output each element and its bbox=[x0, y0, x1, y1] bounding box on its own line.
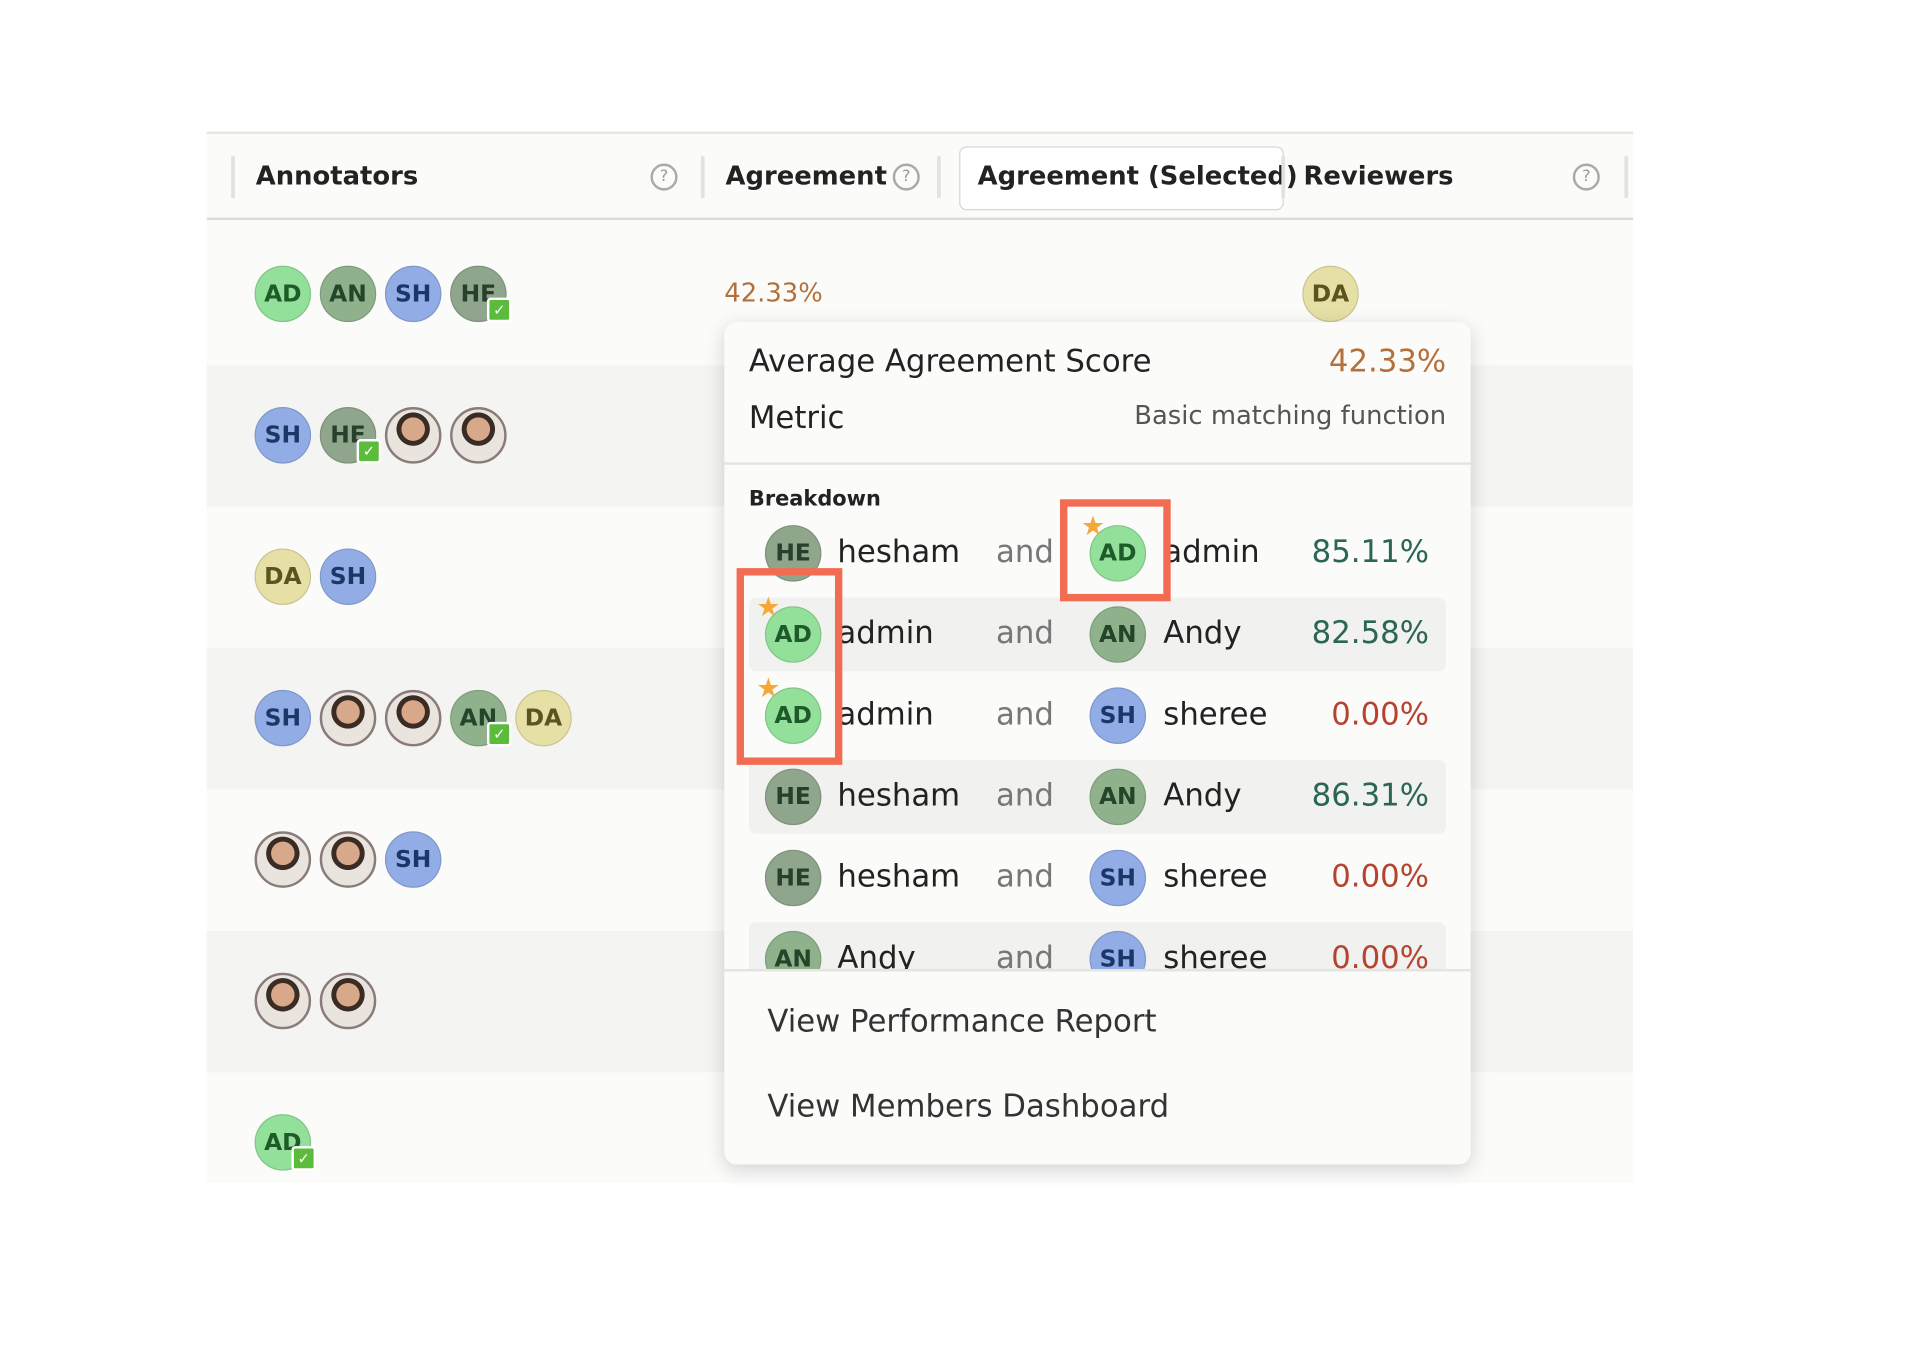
avatar: AD bbox=[764, 606, 822, 663]
annotator-name: Andy bbox=[837, 939, 916, 972]
avatar-photo bbox=[319, 831, 377, 888]
column-separator bbox=[1281, 156, 1286, 198]
column-separator bbox=[700, 156, 705, 198]
column-header[interactable]: Annotators bbox=[255, 161, 419, 191]
avatar: AD bbox=[254, 265, 312, 323]
column-header[interactable]: Agreement bbox=[725, 161, 887, 191]
joiner-text: and bbox=[996, 858, 1054, 894]
column-header[interactable]: Reviewers bbox=[1303, 161, 1454, 191]
avatar: DA bbox=[515, 689, 572, 747]
avatar-photo bbox=[450, 407, 507, 464]
avatar-photo bbox=[384, 407, 442, 464]
avatar: DA bbox=[1302, 265, 1359, 323]
star-icon: ★ bbox=[756, 592, 781, 624]
highlight-box bbox=[1060, 499, 1171, 602]
breakdown-row: AD ★ admin and AN Andy 82.58% bbox=[748, 593, 1447, 672]
breakdown-row: HE hesham and AN Andy 86.31% bbox=[748, 759, 1447, 834]
annotator-name: admin bbox=[837, 696, 934, 732]
breakdown-row: HE hesham and SH sheree 0.00% bbox=[749, 841, 1446, 915]
annotator-name: sheree bbox=[1163, 858, 1268, 894]
joiner-text: and bbox=[996, 614, 1054, 651]
avatar: HE bbox=[764, 768, 822, 826]
help-icon[interactable]: ? bbox=[892, 163, 920, 191]
avatar-photo bbox=[254, 831, 312, 888]
avatar: SH bbox=[1089, 849, 1147, 907]
action-link[interactable]: View Performance Report bbox=[767, 1003, 1157, 1040]
avatar: AN bbox=[319, 265, 377, 323]
column-separator bbox=[1624, 156, 1629, 198]
joiner-text: and bbox=[996, 533, 1054, 570]
agreement-popover: Average Agreement Score 42.33% Metric Ba… bbox=[724, 322, 1471, 1165]
joiner-text: and bbox=[996, 939, 1054, 972]
annotator-name: admin bbox=[1163, 533, 1260, 570]
annotator-name: Andy bbox=[1163, 614, 1242, 651]
check-badge: ✓ bbox=[291, 1146, 317, 1171]
avatar: SH bbox=[384, 265, 442, 323]
table-row[interactable]: SH bbox=[207, 789, 1633, 930]
column-separator bbox=[231, 156, 235, 198]
column-separator bbox=[937, 156, 941, 198]
star-icon: ★ bbox=[756, 673, 781, 705]
table-row[interactable]: AD AN SH HE ✓ 42.33% DA bbox=[207, 224, 1633, 365]
table-header: Annotators? Agreement? Agreement (Selected… bbox=[206, 134, 1634, 221]
annotator-name: hesham bbox=[837, 777, 961, 813]
pair-score: 0.00% bbox=[1331, 696, 1429, 732]
avatar: SH bbox=[1089, 930, 1147, 970]
avatar: SH bbox=[384, 831, 442, 888]
avatar: AN bbox=[1089, 768, 1147, 826]
avatar: AN bbox=[1089, 606, 1147, 663]
breakdown-row: AD ★ admin and SH sheree 0.00% bbox=[749, 674, 1446, 753]
annotator-name: hesham bbox=[837, 533, 961, 570]
pair-score: 0.00% bbox=[1331, 939, 1429, 972]
check-badge: ✓ bbox=[486, 297, 512, 323]
check-badge: ✓ bbox=[486, 721, 512, 747]
avatar: HE bbox=[764, 849, 822, 907]
table-row[interactable]: AD ✓ bbox=[207, 1072, 1633, 1183]
pair-score: 82.58% bbox=[1311, 614, 1429, 651]
check-badge: ✓ bbox=[356, 439, 382, 464]
avatar-photo bbox=[384, 689, 442, 747]
agreement-value[interactable]: 42.33% bbox=[724, 277, 823, 308]
annotator-name: sheree bbox=[1163, 939, 1268, 972]
joiner-text: and bbox=[996, 696, 1054, 732]
metric-value: Basic matching function bbox=[1134, 400, 1447, 431]
metric-label: Metric bbox=[748, 399, 845, 436]
avatar: AD bbox=[1089, 525, 1147, 582]
help-icon[interactable]: ? bbox=[1572, 163, 1600, 191]
annotator-name: Andy bbox=[1163, 777, 1242, 813]
avatar: AD bbox=[764, 687, 822, 744]
column-header[interactable]: Agreement (Selected) bbox=[977, 161, 1298, 191]
avatar-photo bbox=[254, 972, 312, 1030]
table-row[interactable]: DA SH bbox=[207, 507, 1633, 648]
avatar: SH bbox=[254, 407, 312, 464]
avatar: HE bbox=[319, 407, 377, 464]
breakdown-label: Breakdown bbox=[748, 486, 881, 512]
popover-title: Average Agreement Score bbox=[748, 343, 1152, 379]
avatar: AN bbox=[764, 930, 822, 970]
action-link[interactable]: View Members Dashboard bbox=[767, 1088, 1170, 1124]
highlight-box bbox=[736, 568, 843, 765]
pair-score: 85.11% bbox=[1311, 533, 1429, 570]
avatar: SH bbox=[254, 689, 312, 747]
avatar-photo bbox=[319, 689, 377, 747]
annotator-name: sheree bbox=[1163, 696, 1268, 732]
annotator-name: hesham bbox=[837, 858, 961, 894]
help-icon[interactable]: ? bbox=[650, 163, 678, 191]
avatar: SH bbox=[1089, 687, 1147, 744]
avatar-photo bbox=[319, 972, 377, 1030]
popover-score: 42.33% bbox=[1328, 343, 1447, 379]
avatar: DA bbox=[254, 548, 312, 606]
star-icon: ★ bbox=[1080, 511, 1106, 543]
joiner-text: and bbox=[996, 777, 1054, 813]
pair-score: 86.31% bbox=[1311, 777, 1429, 813]
avatar: SH bbox=[319, 548, 377, 606]
breakdown-row: AN Andy and SH sheree 0.00% bbox=[748, 922, 1447, 972]
annotator-name: admin bbox=[837, 614, 934, 651]
pair-score: 0.00% bbox=[1331, 858, 1429, 894]
